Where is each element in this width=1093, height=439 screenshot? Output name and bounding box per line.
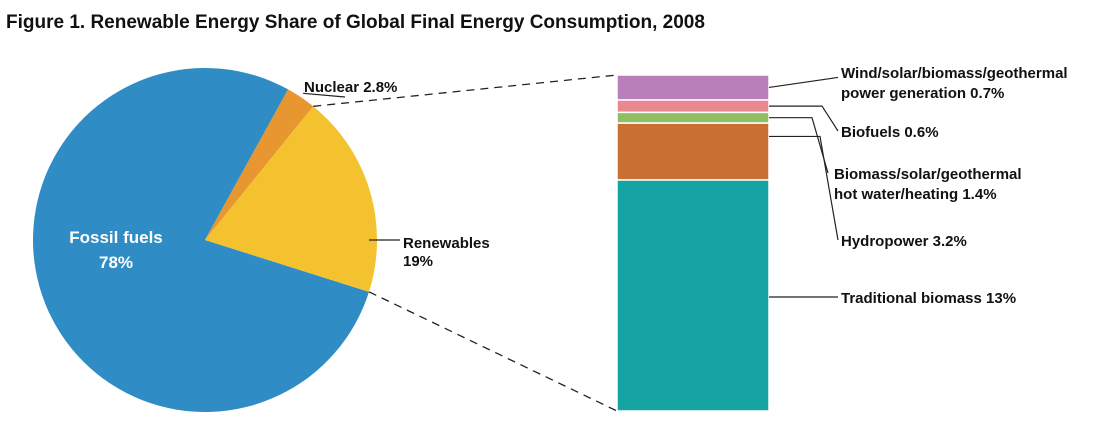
fossil-label: Fossil fuels (69, 228, 163, 247)
leader-lines (303, 76, 839, 298)
renewables-label: Renewables (403, 235, 490, 252)
connector-dash-top (313, 74, 618, 107)
biomass-heating-leader (769, 117, 829, 174)
connector-dash-bottom (368, 291, 618, 412)
pie-slice-fossil-fuels (33, 68, 370, 413)
pie-chart (33, 68, 377, 413)
biomass-heating-value-label: hot water/heating 1.4% (834, 186, 997, 203)
bar-segment-wind-solar-biomass-geothermal-power-generation (616, 99, 770, 114)
biomass-heating-label: Biomass/solar/geothermal (834, 166, 1022, 183)
stacked-bar-chart (616, 74, 770, 412)
hydropower-label: Hydropower 3.2% (841, 233, 967, 250)
wind-value-label: power generation 0.7% (841, 85, 1004, 102)
chart-title: Figure 1. Renewable Energy Share of Glob… (6, 12, 705, 33)
bar-segment-biomass-solar-geothermal-hot-water-heating (616, 74, 770, 101)
nuclear-label: Nuclear 2.8% (304, 79, 397, 96)
traditional-biomass-label: Traditional biomass 13% (841, 290, 1016, 307)
bar-segment-hydropower (616, 122, 770, 181)
wind-leader (768, 76, 839, 89)
bar-segment-traditional-biomass (616, 179, 770, 412)
nuclear-leader (303, 92, 346, 98)
pie-slice-nuclear (205, 89, 314, 241)
wind-label: Wind/solar/biomass/geothermal (841, 65, 1068, 82)
pie-slice-renewables (205, 106, 377, 292)
biofuels-label: Biofuels 0.6% (841, 124, 939, 141)
renewables-value-label: 19% (403, 253, 433, 270)
fossil-value-label: 78% (99, 253, 133, 272)
biofuels-leader (769, 105, 839, 132)
hydropower-leader (769, 135, 839, 241)
bar-segment-biofuels (616, 111, 770, 124)
